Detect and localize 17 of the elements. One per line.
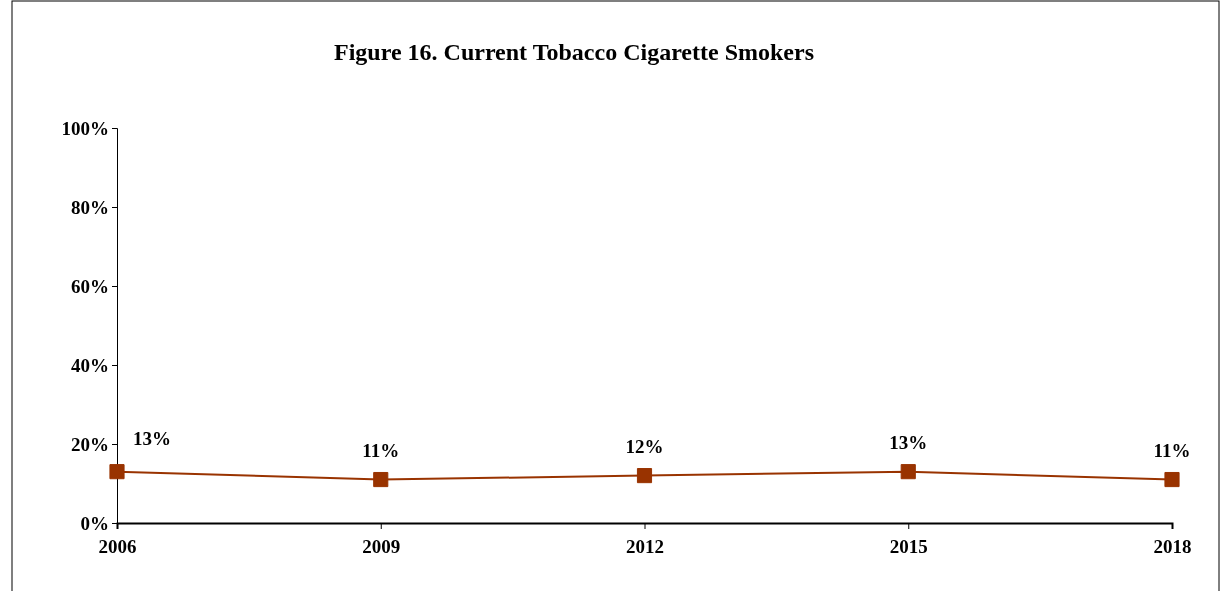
y-tick-label: 0% [80,512,109,534]
data-label: 11% [1153,439,1191,461]
data-label: 13% [133,427,171,449]
y-tick-label: 40% [71,354,109,376]
x-tick-label: 2009 [362,535,401,557]
chart-title: Figure 16. Current Tobacco Cigarette Smokers [334,39,814,65]
data-label: 11% [362,439,400,461]
y-tick-label: 100% [61,117,109,139]
data-label: 13% [889,431,928,453]
x-tick-label: 2006 [98,535,137,557]
x-tick-label: 2015 [889,535,928,557]
y-tick-label: 20% [71,433,109,455]
y-tick-label: 80% [71,196,109,218]
y-tick-label: 60% [71,275,109,297]
x-tick-label: 2012 [626,535,664,557]
data-label: 12% [625,435,664,457]
x-tick-label: 2018 [1153,535,1192,557]
